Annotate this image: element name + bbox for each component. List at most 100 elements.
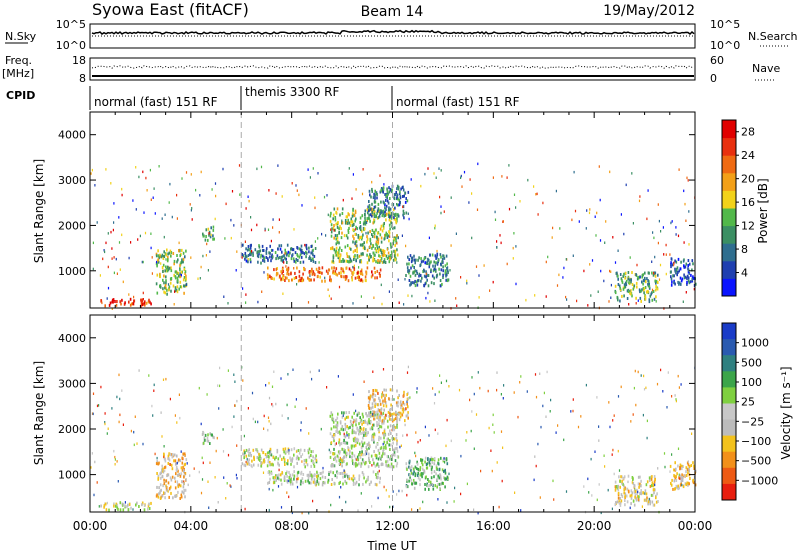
echo-cell <box>410 478 412 482</box>
echo-cell <box>351 431 354 435</box>
echo-cell <box>406 199 409 203</box>
echo-cell <box>155 282 158 286</box>
echo-cell <box>646 436 648 440</box>
echo-cell <box>635 498 638 502</box>
echo-cell <box>145 301 148 305</box>
echo-cell <box>393 412 395 416</box>
echo-cell <box>351 197 353 200</box>
echo-cell <box>375 215 377 219</box>
echo-cell <box>333 271 336 275</box>
echo-cell <box>395 239 397 243</box>
echo-cell <box>364 213 366 217</box>
echo-cell <box>94 184 96 187</box>
echo-cell <box>233 415 235 418</box>
echo-cell <box>351 275 353 279</box>
echo-cell <box>391 188 393 192</box>
echo-cell <box>632 413 634 416</box>
echo-cell <box>153 187 155 190</box>
echo-cell <box>293 228 295 231</box>
echo-cell <box>633 499 635 502</box>
y-tick-label: 2000 <box>58 423 86 436</box>
echo-cell <box>677 447 680 450</box>
echo-cell <box>360 446 363 450</box>
echo-cell <box>373 235 376 239</box>
echo-cell <box>381 302 383 306</box>
echo-cell <box>669 270 672 274</box>
echo-cell <box>399 415 402 419</box>
echo-cell <box>636 263 638 267</box>
echo-cell <box>612 236 614 239</box>
echo-cell <box>656 287 659 291</box>
echo-cell <box>184 495 186 499</box>
echo-cell <box>306 473 309 477</box>
colorbar-tick-label: 500 <box>741 356 762 369</box>
echo-cell <box>168 201 170 204</box>
echo-cell <box>620 475 622 479</box>
echo-cell <box>630 502 632 506</box>
echo-cell <box>236 477 238 480</box>
echo-cell <box>376 231 379 235</box>
echo-cell <box>412 467 415 471</box>
echo-cell <box>650 292 652 296</box>
echo-cell <box>362 246 365 250</box>
echo-cell <box>632 287 635 291</box>
echo-cell <box>318 261 320 264</box>
echo-cell <box>387 192 389 196</box>
echo-cell <box>428 265 431 269</box>
echo-cell <box>419 274 422 277</box>
echo-cell <box>252 448 255 452</box>
echo-cell <box>383 436 385 440</box>
echo-cell <box>446 475 449 479</box>
echo-cell <box>299 253 302 257</box>
echo-cell <box>370 255 372 258</box>
echo-cell <box>374 413 376 417</box>
echo-cell <box>353 237 355 241</box>
echo-cell <box>333 425 335 429</box>
echo-cell <box>654 279 656 283</box>
echo-cell <box>535 464 537 468</box>
echo-cell <box>143 504 146 507</box>
echo-cell <box>383 250 386 253</box>
echo-cell <box>637 276 640 280</box>
echo-cell <box>208 232 210 235</box>
echo-cell <box>337 412 339 416</box>
echo-cell <box>112 228 114 232</box>
echo-cell <box>114 455 116 459</box>
echo-cell <box>300 455 302 459</box>
echo-cell <box>115 303 118 307</box>
echo-cell <box>260 456 262 460</box>
echo-cell <box>341 411 343 415</box>
echo-cell <box>368 213 370 217</box>
echo-cell <box>291 459 293 463</box>
echo-cell <box>91 452 93 455</box>
echo-cell <box>363 441 366 445</box>
echo-cell <box>338 438 341 442</box>
echo-cell <box>241 256 243 259</box>
echo-cell <box>384 253 386 257</box>
echo-cell <box>429 458 431 462</box>
echo-cell <box>296 189 298 192</box>
echo-cell <box>167 462 170 465</box>
echo-cell <box>376 443 379 446</box>
echo-cell <box>115 257 117 261</box>
echo-cell <box>93 493 95 497</box>
echo-cell <box>382 209 385 213</box>
echo-cell <box>535 193 537 196</box>
echo-cell <box>389 227 391 231</box>
echo-cell <box>438 468 441 472</box>
echo-cell <box>679 477 681 480</box>
echo-cell <box>346 255 349 258</box>
echo-cell <box>383 260 385 264</box>
echo-cell <box>268 487 270 491</box>
echo-cell <box>623 475 626 479</box>
echo-cell <box>319 477 322 481</box>
echo-cell <box>638 199 641 203</box>
echo-cell <box>236 399 238 403</box>
echo-cell <box>396 421 398 425</box>
echo-cell <box>396 216 398 220</box>
echo-cell <box>381 249 383 253</box>
echo-cell <box>128 300 130 304</box>
echo-cell <box>620 277 623 281</box>
echo-cell <box>163 445 165 448</box>
echo-cell <box>275 267 278 271</box>
